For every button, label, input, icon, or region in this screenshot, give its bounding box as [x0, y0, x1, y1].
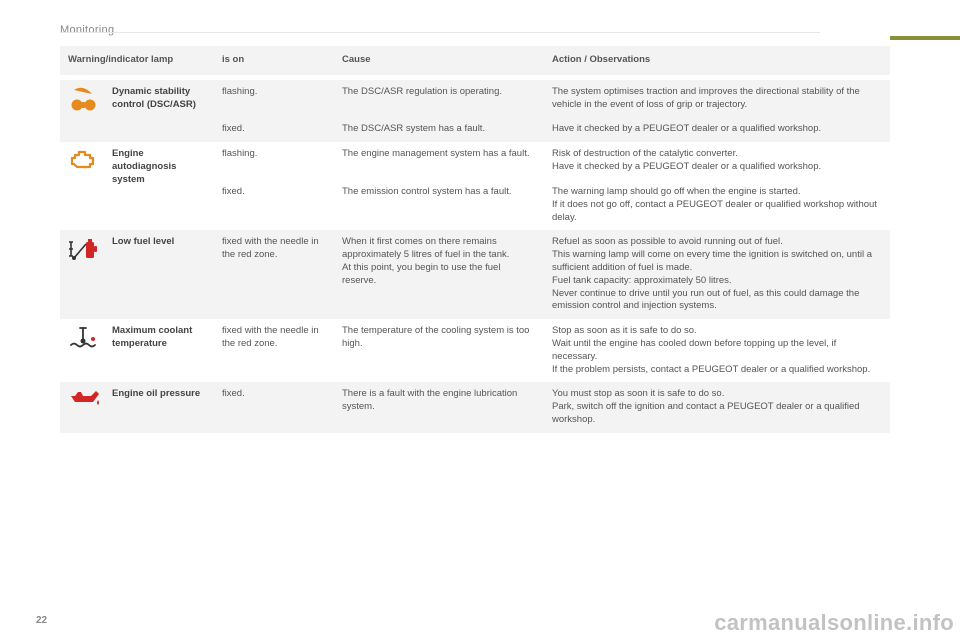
cause: The temperature of the cooling system is…	[334, 319, 544, 382]
lamp-name: Engine oil pressure	[104, 382, 214, 432]
section-title: Monitoring	[60, 24, 890, 36]
lamp-name: Dynamic stability control (DSC/ASR)	[104, 77, 214, 142]
lamp-name: Engine autodiagnosis system	[104, 142, 214, 230]
cause: There is a fault with the engine lubrica…	[334, 382, 544, 432]
table-row: Dynamic stability control (DSC/ASR) flas…	[60, 77, 890, 117]
is-on: fixed.	[214, 117, 334, 142]
page-number: 22	[36, 615, 47, 626]
coolant-icon	[68, 325, 98, 351]
watermark: carmanualsonline.info	[714, 610, 954, 636]
manual-page: Monitoring Warning/indicator lamp is on …	[0, 0, 960, 640]
cause: When it first comes on there remains app…	[334, 230, 544, 319]
action: Have it checked by a PEUGEOT dealer or a…	[544, 117, 890, 142]
low-fuel-icon-cell	[60, 230, 104, 319]
is-on: fixed.	[214, 382, 334, 432]
divider	[60, 32, 820, 33]
col-header-ison: is on	[214, 46, 334, 77]
engine-icon	[68, 148, 98, 172]
coolant-icon-cell	[60, 319, 104, 382]
action: You must stop as soon it is safe to do s…	[544, 382, 890, 432]
table-row: Low fuel level fixed with the needle in …	[60, 230, 890, 319]
cause: The DSC/ASR system has a fault.	[334, 117, 544, 142]
table-header-row: Warning/indicator lamp is on Cause Actio…	[60, 46, 890, 77]
cause: The DSC/ASR regulation is operating.	[334, 77, 544, 117]
table-row: Engine autodiagnosis system flashing. Th…	[60, 142, 890, 180]
is-on: flashing.	[214, 142, 334, 180]
low-fuel-icon	[68, 236, 100, 264]
lamp-name: Low fuel level	[104, 230, 214, 319]
is-on: flashing.	[214, 77, 334, 117]
engine-icon-cell	[60, 142, 104, 230]
is-on: fixed with the needle in the red zone.	[214, 230, 334, 319]
cause: The emission control system has a fault.	[334, 180, 544, 230]
table-row: Maximum coolant temperature fixed with t…	[60, 319, 890, 382]
lamp-name: Maximum coolant temperature	[104, 319, 214, 382]
col-header-action: Action / Observations	[544, 46, 890, 77]
action: Refuel as soon as possible to avoid runn…	[544, 230, 890, 319]
warning-lamp-table: Warning/indicator lamp is on Cause Actio…	[60, 46, 890, 433]
dsc-icon-cell	[60, 77, 104, 142]
accent-bar	[890, 36, 960, 40]
is-on: fixed.	[214, 180, 334, 230]
oil-icon	[68, 388, 102, 408]
is-on: fixed with the needle in the red zone.	[214, 319, 334, 382]
col-header-lamp: Warning/indicator lamp	[60, 46, 214, 77]
col-header-cause: Cause	[334, 46, 544, 77]
action: Stop as soon as it is safe to do so.Wait…	[544, 319, 890, 382]
action: Risk of destruction of the catalytic con…	[544, 142, 890, 180]
action: The warning lamp should go off when the …	[544, 180, 890, 230]
dsc-icon	[68, 86, 98, 114]
cause: The engine management system has a fault…	[334, 142, 544, 180]
oil-icon-cell	[60, 382, 104, 432]
action: The system optimises traction and improv…	[544, 77, 890, 117]
table-row: Engine oil pressure fixed. There is a fa…	[60, 382, 890, 432]
